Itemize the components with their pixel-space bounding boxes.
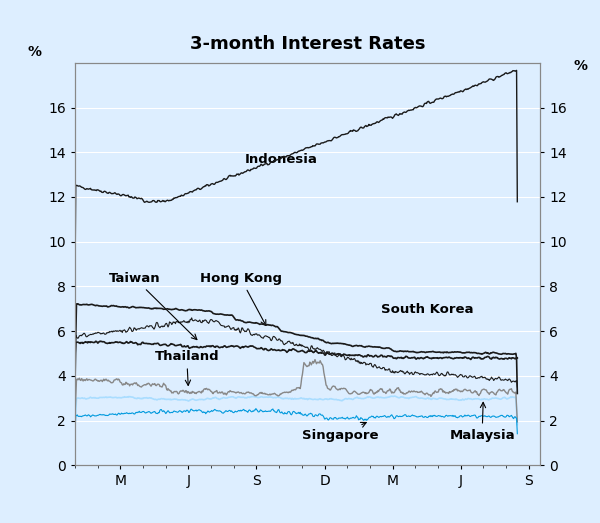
Text: Indonesia: Indonesia <box>245 153 318 166</box>
Text: Thailand: Thailand <box>154 350 219 385</box>
Text: Taiwan: Taiwan <box>109 272 197 339</box>
Text: South Korea: South Korea <box>381 303 474 316</box>
Title: 3-month Interest Rates: 3-month Interest Rates <box>190 35 425 53</box>
Text: Singapore: Singapore <box>302 423 379 441</box>
Y-axis label: %: % <box>28 45 41 59</box>
Text: Hong Kong: Hong Kong <box>200 272 282 325</box>
Text: Malaysia: Malaysia <box>449 402 515 441</box>
Y-axis label: %: % <box>574 59 587 73</box>
